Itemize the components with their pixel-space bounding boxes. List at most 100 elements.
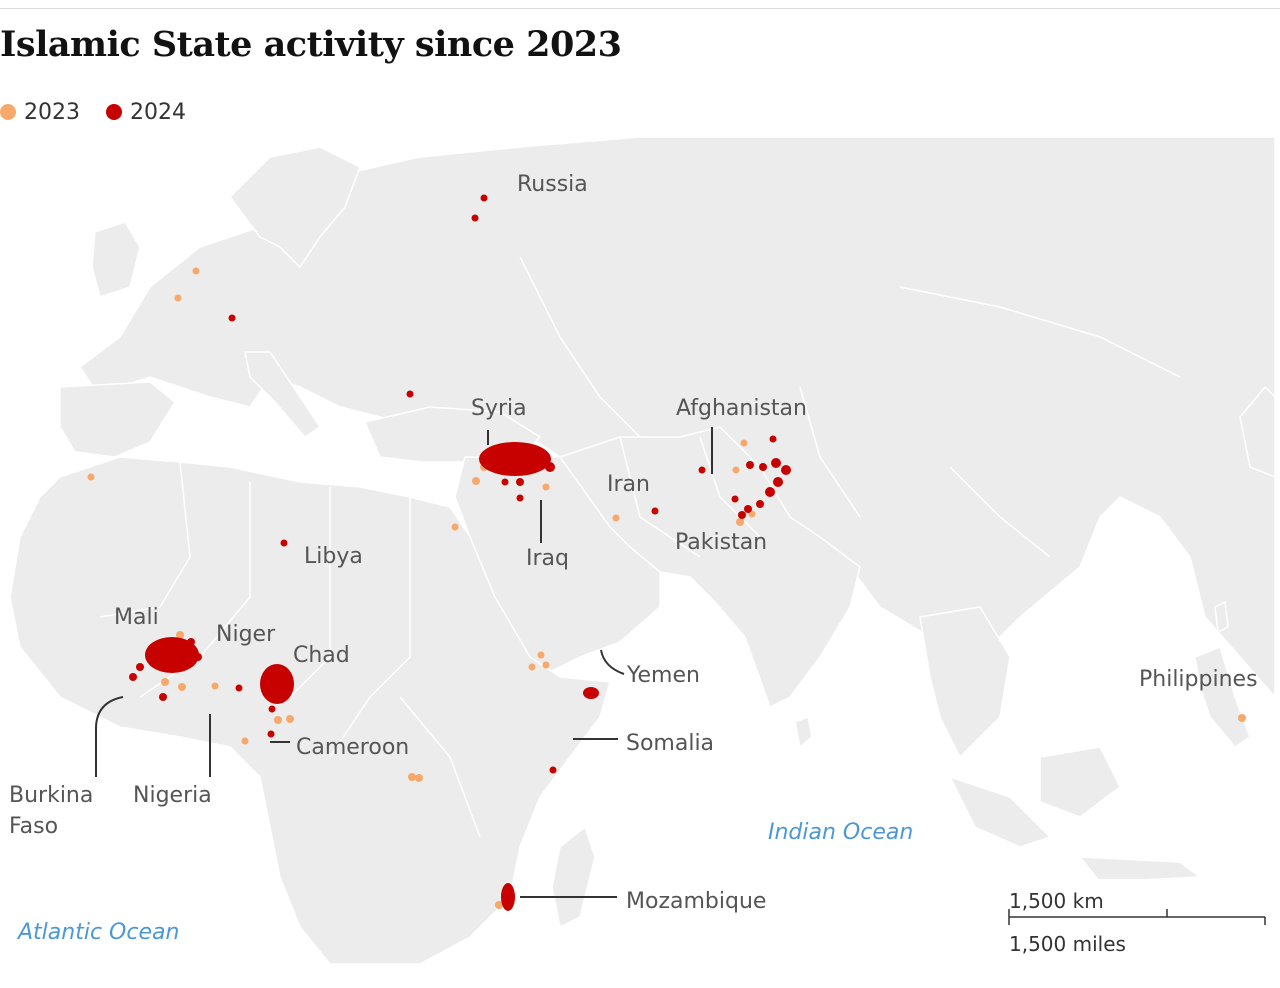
leader-lines xyxy=(95,427,713,898)
event-2024 xyxy=(773,477,783,487)
event-2023 xyxy=(542,661,550,669)
legend-item-2023: 2023 xyxy=(0,100,80,125)
border-11 xyxy=(399,696,481,838)
scale-km-label: 1,500 km xyxy=(1009,889,1104,913)
label-mozambique: Mozambique xyxy=(626,889,766,914)
land-southeast-asia xyxy=(919,606,1011,759)
event-2024 xyxy=(406,390,414,398)
event-2024 xyxy=(771,458,781,468)
event-2024 xyxy=(738,511,746,519)
event-2023 xyxy=(1238,714,1246,722)
land-iberia xyxy=(59,381,176,458)
land-italy xyxy=(244,351,322,438)
map[interactable]: Russia Syria Afghanistan Iran Iraq Pakis… xyxy=(0,137,1275,964)
land-indonesia-2 xyxy=(1039,746,1121,818)
label-indian-ocean: Indian Ocean xyxy=(768,820,913,845)
event-2024 xyxy=(756,500,764,508)
event-2024 xyxy=(480,194,488,202)
legend-label-2023: 2023 xyxy=(24,99,80,125)
cluster-lake-chad xyxy=(260,664,294,704)
legend-dot-2023 xyxy=(0,104,16,120)
event-2023 xyxy=(408,773,416,781)
event-2023 xyxy=(451,523,459,531)
label-afghanistan: Afghanistan xyxy=(676,396,807,421)
event-2024 xyxy=(268,705,276,713)
land-madagascar xyxy=(551,825,596,929)
country-borders xyxy=(99,256,1181,838)
events-2024 xyxy=(129,194,791,911)
event-2023 xyxy=(211,682,219,690)
event-2024 xyxy=(228,314,236,322)
event-2023 xyxy=(736,518,744,526)
cluster-mali-burkina xyxy=(145,637,199,673)
scale-miles-label: 1,500 miles xyxy=(1009,932,1126,956)
border-2 xyxy=(289,487,331,698)
land-indonesia-1 xyxy=(948,775,1052,848)
event-2024 xyxy=(471,214,479,222)
event-2024 xyxy=(769,435,777,443)
event-2023 xyxy=(174,294,182,302)
event-2024 xyxy=(545,462,555,472)
event-2024 xyxy=(651,507,659,515)
label-cameroon: Cameroon xyxy=(296,735,409,760)
event-2023 xyxy=(528,663,536,671)
event-2023 xyxy=(732,466,740,474)
label-syria: Syria xyxy=(471,396,527,421)
event-2024 xyxy=(765,487,775,497)
label-mali: Mali xyxy=(114,605,159,630)
event-2023 xyxy=(286,715,294,723)
border-1 xyxy=(139,482,251,698)
event-2023 xyxy=(472,477,480,485)
border-5 xyxy=(619,436,701,558)
land-scandinavia xyxy=(229,146,361,269)
event-2023 xyxy=(241,737,249,745)
border-10 xyxy=(949,466,1051,558)
top-rule xyxy=(0,8,1280,9)
label-burkina-line2: Faso xyxy=(9,814,58,839)
border-4 xyxy=(99,461,191,618)
country-labels: Russia Syria Afghanistan Iran Iraq Pakis… xyxy=(9,172,1258,914)
event-2024 xyxy=(516,478,524,486)
legend-dot-2024 xyxy=(106,104,122,120)
event-2024 xyxy=(187,638,195,646)
cluster-syria-iraq xyxy=(479,442,551,476)
event-2024 xyxy=(501,478,509,486)
events-2023 xyxy=(87,267,1246,909)
event-2024 xyxy=(136,663,144,671)
event-2024 xyxy=(129,673,137,681)
event-2023 xyxy=(495,901,503,909)
event-2023 xyxy=(274,716,282,724)
event-2023 xyxy=(537,651,545,659)
border-6 xyxy=(699,436,761,538)
leader-burkina xyxy=(95,696,124,777)
event-2024 xyxy=(516,494,524,502)
event-2024 xyxy=(267,730,275,738)
land xyxy=(9,137,1275,964)
legend-item-2024: 2024 xyxy=(106,100,186,125)
land-africa xyxy=(9,456,611,964)
event-2024 xyxy=(280,539,288,547)
event-2024 xyxy=(698,466,706,474)
scale-bar: 1,500 km 1,500 miles xyxy=(1000,879,1275,964)
event-2024 xyxy=(759,463,767,471)
event-2023 xyxy=(612,514,620,522)
event-2023 xyxy=(542,483,550,491)
event-2023 xyxy=(740,439,748,447)
event-2024 xyxy=(781,465,791,475)
event-2023 xyxy=(176,631,184,639)
cluster-somalia xyxy=(583,687,599,699)
event-2024 xyxy=(744,505,752,513)
event-2024 xyxy=(549,766,557,774)
land-sri-lanka xyxy=(794,715,813,749)
label-pakistan: Pakistan xyxy=(675,530,767,555)
land-philippines xyxy=(1194,645,1251,748)
legend-label-2024: 2024 xyxy=(130,99,186,125)
land-britain xyxy=(91,221,141,298)
land-indonesia-3 xyxy=(1078,856,1203,883)
land-taiwan xyxy=(1214,600,1229,634)
chart-title: Islamic State activity since 2023 xyxy=(0,24,622,65)
label-burkina-line1: Burkina xyxy=(9,783,93,808)
cluster-mozambique xyxy=(501,883,515,911)
event-2023 xyxy=(178,683,186,691)
event-2023 xyxy=(87,473,95,481)
